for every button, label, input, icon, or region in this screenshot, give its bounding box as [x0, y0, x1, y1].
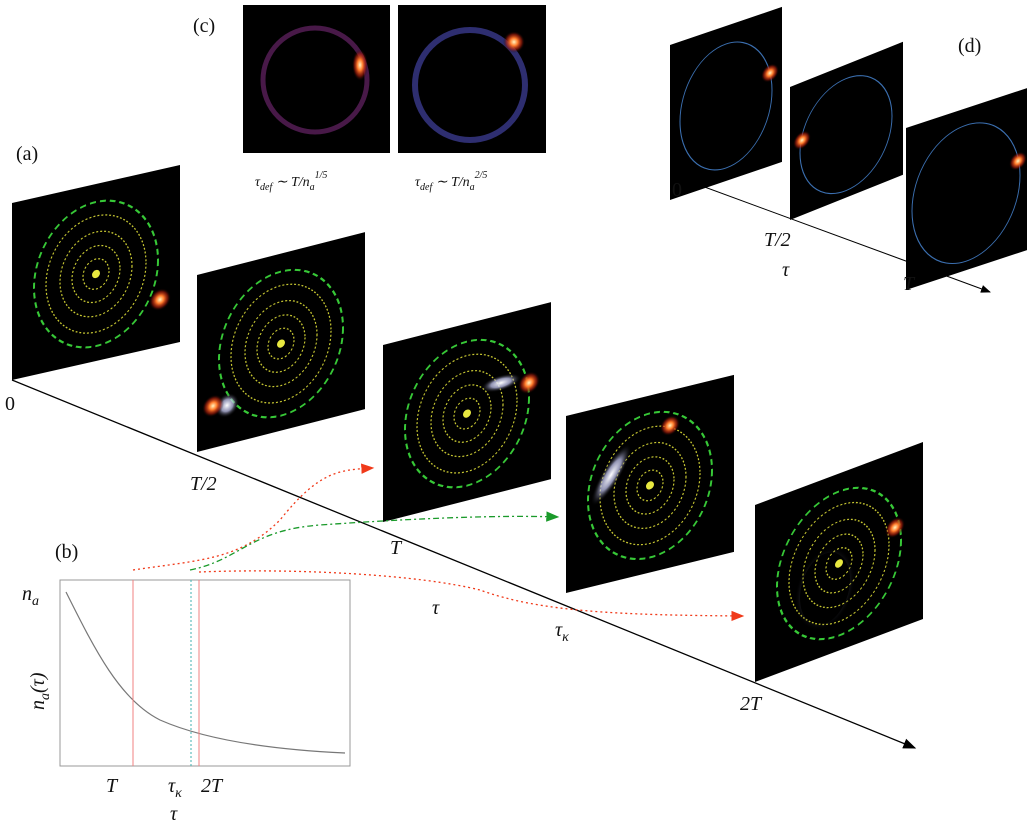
superscript: 2/5 — [475, 170, 488, 181]
frame — [197, 232, 365, 452]
caption: τdef ∼ T/na2/5 — [415, 170, 487, 193]
axis-tick: 0 — [5, 393, 15, 415]
connector — [190, 516, 558, 570]
panel-label: (a) — [16, 143, 38, 165]
axis-label: τ — [782, 259, 790, 281]
hotspot — [352, 49, 368, 81]
y-tick: na — [22, 583, 39, 609]
subscript: κ — [562, 630, 569, 645]
y-label: na(τ) — [27, 672, 53, 710]
subscript: a — [470, 182, 475, 193]
superscript: 1/5 — [315, 170, 328, 181]
frame — [906, 88, 1027, 290]
axis-tick: T — [903, 273, 916, 295]
x-tick: T — [106, 775, 119, 797]
text: ∼ T/n — [272, 175, 309, 190]
axis-tick: T/2 — [764, 229, 791, 251]
decay-curve — [66, 592, 345, 753]
x-label: τ — [170, 803, 178, 825]
connector — [133, 468, 373, 570]
symbol: n — [22, 583, 32, 605]
panel-label: (b) — [55, 541, 78, 563]
subscript: a — [310, 182, 315, 193]
x-tick: τκ — [168, 775, 182, 801]
axis-tick: T — [390, 537, 403, 559]
frame — [755, 442, 923, 682]
subscript: a — [38, 693, 53, 700]
plot-frame — [60, 580, 350, 766]
hotspot — [503, 31, 525, 53]
panel-label: (d) — [958, 35, 981, 57]
connector — [199, 571, 743, 616]
text: ∼ T/n — [432, 175, 469, 190]
frame — [566, 375, 734, 593]
axis-tick: 0 — [672, 179, 682, 201]
axis-tick: 2T — [740, 693, 763, 715]
frame — [383, 302, 551, 522]
axis-tick: τκ — [555, 619, 569, 645]
axis-tick: T/2 — [190, 473, 217, 495]
axis-label: τ — [432, 597, 440, 619]
frame — [12, 165, 180, 380]
caption: τdef ∼ T/na1/5 — [255, 170, 327, 193]
subscript: κ — [175, 786, 182, 801]
figure: (a) 0 T/2 T τ τκ 2T (b) na na(τ) T τκ 2T… — [0, 0, 1027, 828]
frame — [670, 7, 782, 200]
panel-label: (c) — [193, 15, 215, 37]
symbol: n — [27, 700, 49, 710]
subscript: a — [32, 594, 39, 609]
argument: (τ) — [27, 672, 49, 693]
x-tick: 2T — [201, 775, 224, 797]
frame — [790, 42, 903, 220]
